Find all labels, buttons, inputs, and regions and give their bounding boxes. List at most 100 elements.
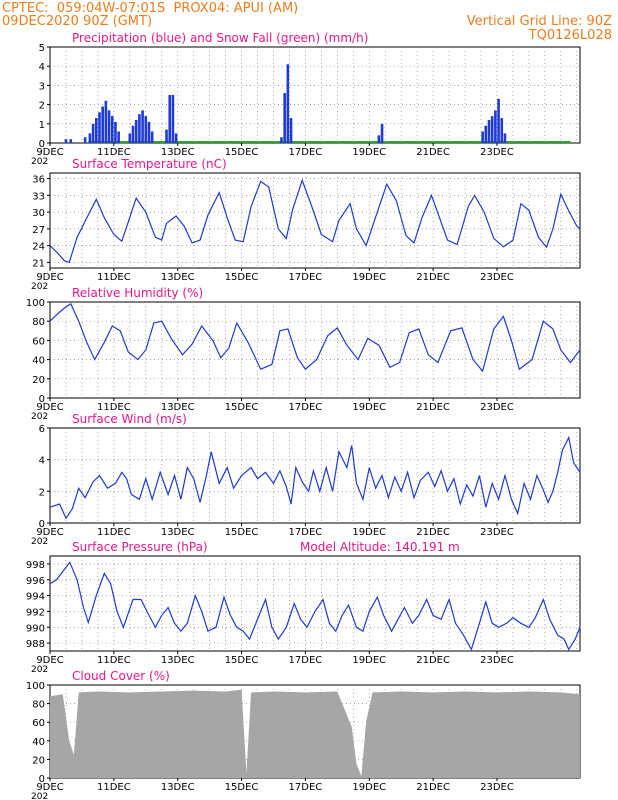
precip-bar	[487, 119, 491, 143]
x-tick-label: 13DEC	[161, 402, 195, 413]
x-tick-label: 17DEC	[289, 272, 323, 283]
y-tick-label: 33	[32, 191, 45, 202]
year-fragment: 202	[31, 282, 48, 292]
y-tick-label: 80	[32, 700, 45, 711]
y-tick-label: 0	[39, 519, 45, 530]
precip-bar	[141, 110, 144, 143]
x-tick-label: 21DEC	[416, 527, 450, 538]
y-tick-label: 100	[26, 298, 45, 309]
x-tick-label: 15DEC	[225, 782, 259, 793]
panel-6: 0 20 40 60 80 100 9DEC 11DEC 13DEC 15DEC 17DEC 19DE…	[26, 669, 581, 800]
x-tick-label: 9DEC	[36, 655, 63, 666]
x-tick-label: 23DEC	[480, 402, 514, 413]
series-line	[49, 561, 581, 651]
y-tick-label: 20	[32, 375, 45, 386]
precip-bar	[107, 110, 111, 143]
x-tick-label: 23DEC	[480, 782, 514, 793]
y-tick-label: 2	[39, 101, 45, 112]
y-tick-label: 5	[39, 43, 45, 54]
x-tick-label: 15DEC	[225, 272, 259, 283]
x-tick-label: 19DEC	[352, 782, 386, 793]
x-tick-label: 17DEC	[289, 527, 323, 538]
precip-bar	[101, 106, 104, 143]
x-tick-label: 13DEC	[161, 782, 195, 793]
x-tick-label: 21DEC	[416, 402, 450, 413]
x-tick-label: 17DEC	[289, 655, 323, 666]
y-tick-label: 36	[32, 175, 45, 186]
x-tick-label: 19DEC	[352, 527, 386, 538]
year-fragment: 202	[31, 157, 48, 167]
precip-bar	[144, 116, 148, 143]
x-tick-label: 13DEC	[161, 147, 195, 158]
y-tick-label: 40	[32, 356, 45, 367]
x-tick-label: 9DEC	[36, 147, 63, 158]
panel-frame	[49, 555, 581, 652]
series-line	[49, 303, 581, 373]
precip-bar	[484, 125, 488, 143]
y-tick-label: 2	[39, 487, 45, 498]
precip-bar	[64, 139, 68, 143]
precip-bar	[280, 137, 283, 143]
y-tick-label: 0	[39, 394, 45, 405]
precip-bar	[88, 133, 92, 143]
y-tick-label: 4	[39, 456, 45, 467]
precip-bar	[500, 118, 504, 143]
y-tick-label: 40	[32, 737, 45, 748]
precip-bar	[104, 100, 108, 143]
x-tick-label: 19DEC	[352, 655, 386, 666]
panel-subtitle: Model Altitude: 140.191 m	[300, 540, 460, 554]
x-tick-label: 23DEC	[480, 147, 514, 158]
y-tick-label: 994	[26, 592, 45, 603]
precip-bar	[117, 131, 120, 143]
x-tick-label: 17DEC	[289, 402, 323, 413]
header-line1-right: Vertical Grid Line: 90Z	[466, 14, 612, 29]
precip-bar	[171, 95, 175, 143]
x-tick-label: 13DEC	[161, 272, 195, 283]
y-tick-label: 988	[26, 639, 45, 650]
y-tick-label: 30	[32, 208, 45, 219]
panel-5: 988 990 992 994 996 998 9DEC 11DEC 13DEC 15DEC 17D…	[26, 540, 581, 675]
x-tick-label: 9DEC	[36, 402, 63, 413]
x-tick-label: 21DEC	[416, 147, 450, 158]
series-line	[49, 435, 581, 520]
x-tick-label: 11DEC	[97, 655, 131, 666]
precip-bar	[283, 93, 286, 143]
panel-frame	[49, 172, 581, 269]
x-tick-label: 11DEC	[97, 402, 131, 413]
year-fragment: 202	[31, 537, 48, 547]
x-tick-label: 11DEC	[97, 527, 131, 538]
x-tick-label: 9DEC	[36, 272, 63, 283]
precip-bar	[114, 121, 117, 143]
precip-bar	[69, 139, 73, 143]
y-tick-label: 100	[26, 681, 45, 692]
x-tick-label: 9DEC	[36, 527, 63, 538]
y-tick-label: 998	[26, 560, 45, 571]
panel-title: Surface Temperature (nC)	[72, 157, 227, 171]
precip-bar	[490, 116, 494, 143]
precip-bar	[380, 123, 384, 143]
precip-bar	[168, 95, 172, 143]
precip-bar	[110, 116, 114, 143]
x-tick-label: 23DEC	[480, 272, 514, 283]
precip-bar	[83, 137, 87, 143]
x-tick-label: 13DEC	[161, 527, 195, 538]
panel-title: Surface Pressure (hPa)	[72, 540, 208, 554]
panel-4: 0 2 4 6 9DEC 11DEC 13DEC 15DEC 17DEC 19DEC 21DEC 23…	[31, 412, 581, 547]
panel-3: 0 20 40 60 80 100 9DEC 11DEC 13DEC 15DEC 17DEC 19DE…	[26, 286, 581, 422]
x-tick-label: 17DEC	[289, 147, 323, 158]
y-tick-label: 24	[32, 242, 45, 253]
y-tick-label: 0	[39, 139, 45, 150]
cloud-cover-area	[50, 689, 580, 778]
x-tick-label: 23DEC	[480, 655, 514, 666]
precip-bar	[497, 98, 500, 143]
panel-1: 0 1 2 3 4 5 9DEC 11DEC 13DEC 15DEC 17DEC 19DEC 21DEC…	[31, 31, 581, 167]
y-tick-label: 27	[32, 225, 45, 236]
x-tick-label: 21DEC	[416, 782, 450, 793]
y-tick-label: 992	[26, 607, 45, 618]
y-tick-label: 20	[32, 755, 45, 766]
x-tick-label: 17DEC	[289, 782, 323, 793]
y-tick-label: 80	[32, 317, 45, 328]
header-line2-left: 09DEC2020 90Z (GMT)	[2, 14, 153, 29]
x-tick-label: 23DEC	[480, 527, 514, 538]
